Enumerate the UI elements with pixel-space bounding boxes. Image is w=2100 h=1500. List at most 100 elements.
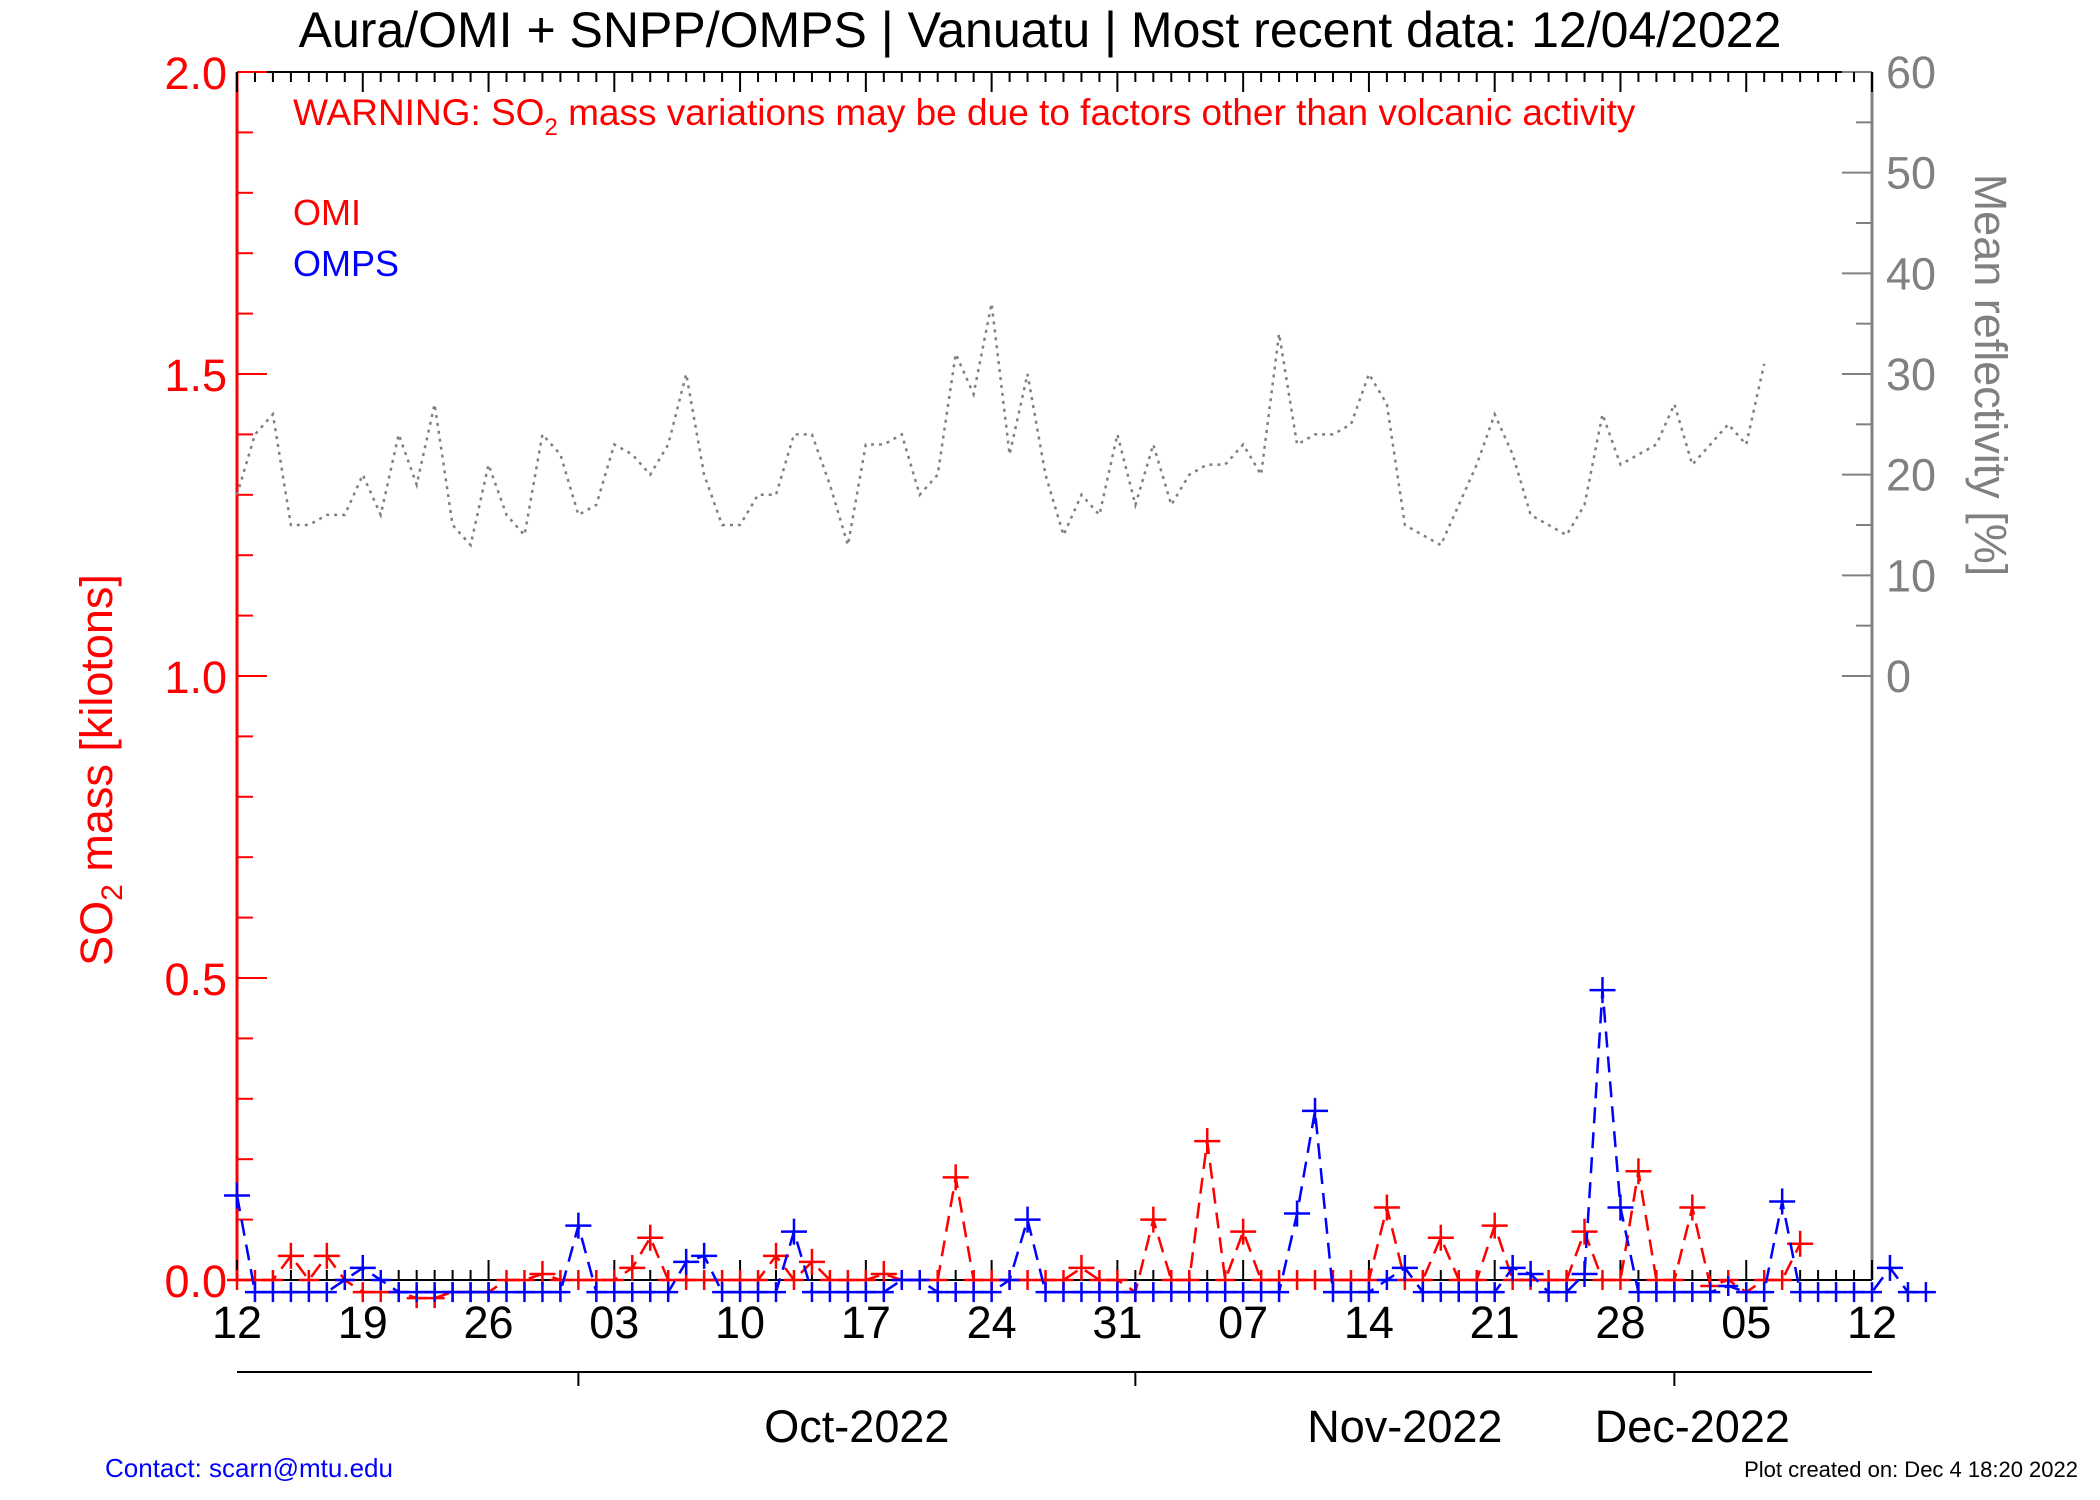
omps-point — [1538, 1282, 1559, 1303]
omps-point — [349, 1254, 376, 1281]
omps-line — [235, 989, 1926, 1294]
omi-point — [1230, 1218, 1257, 1245]
left-axis-label-suffix: mass [kilotons] — [71, 574, 122, 884]
month-label: Oct-2022 — [764, 1401, 949, 1452]
left-tick-label: 2.0 — [164, 48, 227, 99]
x-tick-label: 31 — [1092, 1297, 1142, 1348]
omps-point — [927, 1282, 948, 1303]
omps-point — [1808, 1282, 1829, 1303]
right-tick-label: 0 — [1886, 651, 1911, 702]
series-layer — [224, 303, 1936, 1309]
omps-point — [855, 1282, 876, 1303]
omi-point — [1017, 1270, 1038, 1290]
chart-title: Aura/OMI + SNPP/OMPS | Vanuatu | Most re… — [299, 2, 1782, 58]
omps-point — [1876, 1254, 1903, 1281]
omps-point — [712, 1282, 733, 1303]
omps-point — [1571, 1260, 1598, 1287]
omps-point — [1071, 1282, 1092, 1303]
omps-point — [586, 1282, 607, 1303]
warning-suffix: mass variations may be due to factors ot… — [558, 92, 1636, 133]
omi-point — [1481, 1212, 1508, 1239]
omps-point — [1718, 1276, 1739, 1297]
x-tick-label: 17 — [841, 1297, 891, 1348]
omps-point — [1897, 1282, 1918, 1303]
omps-point — [1646, 1282, 1667, 1303]
omps-point — [1302, 1097, 1329, 1124]
omi-point — [763, 1242, 790, 1269]
omps-point — [1089, 1282, 1110, 1303]
omps-point — [1251, 1282, 1272, 1303]
right-tick-label: 50 — [1886, 148, 1936, 199]
left-axis-label: SO2 mass [kilotons] — [71, 574, 129, 966]
omps-point — [819, 1282, 840, 1303]
svg-text:SO2 mass [kilotons]: SO2 mass [kilotons] — [71, 574, 129, 966]
left-tick-label: 1.0 — [164, 652, 227, 703]
omps-point — [442, 1282, 463, 1303]
omi-point — [227, 1270, 247, 1290]
omps-point — [1161, 1282, 1182, 1303]
x-tick-label: 05 — [1721, 1297, 1771, 1348]
month-label: Nov-2022 — [1307, 1401, 1502, 1452]
omi-point — [1140, 1206, 1167, 1233]
omps-point — [424, 1282, 445, 1303]
omi-point — [1427, 1224, 1454, 1251]
omps-point — [1790, 1282, 1811, 1303]
omps-point — [1107, 1282, 1128, 1303]
omi-point — [1625, 1158, 1652, 1185]
omps-point — [691, 1242, 718, 1269]
mean-reflectivity-line — [235, 303, 1766, 548]
omi-point — [798, 1248, 825, 1275]
omps-point — [1754, 1282, 1775, 1303]
left-axis-label-subscript: 2 — [96, 884, 129, 901]
omps-point — [1284, 1200, 1311, 1227]
omi-point — [1679, 1194, 1706, 1221]
omi-point — [1373, 1194, 1400, 1221]
omps-point — [1736, 1282, 1757, 1303]
x-tick-label: 14 — [1344, 1297, 1394, 1348]
right-tick-label: 40 — [1886, 248, 1936, 299]
omps-point — [1053, 1282, 1074, 1303]
contact-text[interactable]: Contact: scarn@mtu.edu — [105, 1453, 393, 1483]
left-tick-label: 0.0 — [164, 1256, 227, 1307]
omps-point — [1269, 1282, 1290, 1303]
omps-point — [1628, 1282, 1649, 1303]
omi-point — [694, 1270, 715, 1290]
month-label: Dec-2022 — [1595, 1401, 1790, 1452]
right-axis-label: Mean reflectivity [%] — [1965, 174, 2016, 577]
omps-point — [280, 1282, 301, 1303]
omi-point — [1068, 1254, 1095, 1281]
omps-point — [496, 1282, 517, 1303]
omps-point — [1125, 1282, 1146, 1303]
omps-point — [334, 1270, 355, 1290]
omps-point — [316, 1282, 337, 1303]
warning-prefix: WARNING: SO — [293, 92, 544, 133]
omps-point — [1358, 1282, 1379, 1303]
omps-point — [981, 1282, 1002, 1303]
omps-point — [1376, 1270, 1397, 1290]
omi-point — [352, 1282, 373, 1303]
omi-point — [1571, 1218, 1598, 1245]
omi-point — [942, 1164, 969, 1191]
omi-point — [1610, 1270, 1631, 1290]
omi-point — [313, 1242, 340, 1269]
omps-point — [909, 1270, 930, 1290]
omps-point — [1769, 1188, 1796, 1215]
omi-point — [637, 1224, 664, 1251]
x-tick-label: 24 — [967, 1297, 1017, 1348]
omps-point — [1607, 1194, 1634, 1221]
omps-point — [1215, 1282, 1236, 1303]
omps-point — [730, 1282, 751, 1303]
omi-point — [1592, 1270, 1613, 1290]
omps-point — [388, 1282, 409, 1303]
axes: 0.0 0.5 1.0 1.5 2.0 0 10 20 30 40 50 60 12 19 26 03 10 17… — [164, 47, 1936, 1452]
x-tick-label: 21 — [1470, 1297, 1520, 1348]
omps-point — [224, 1182, 250, 1209]
x-tick-label: 28 — [1595, 1297, 1645, 1348]
created-text: Plot created on: Dec 4 18:20 2022 — [1744, 1457, 2078, 1482]
omps-point — [1499, 1254, 1526, 1281]
omps-point — [1430, 1282, 1451, 1303]
warning-text: WARNING: SO2 mass variations may be due … — [293, 92, 1636, 141]
omps-point — [1589, 977, 1616, 1004]
omps-point — [550, 1282, 571, 1303]
omps-point — [406, 1282, 427, 1303]
